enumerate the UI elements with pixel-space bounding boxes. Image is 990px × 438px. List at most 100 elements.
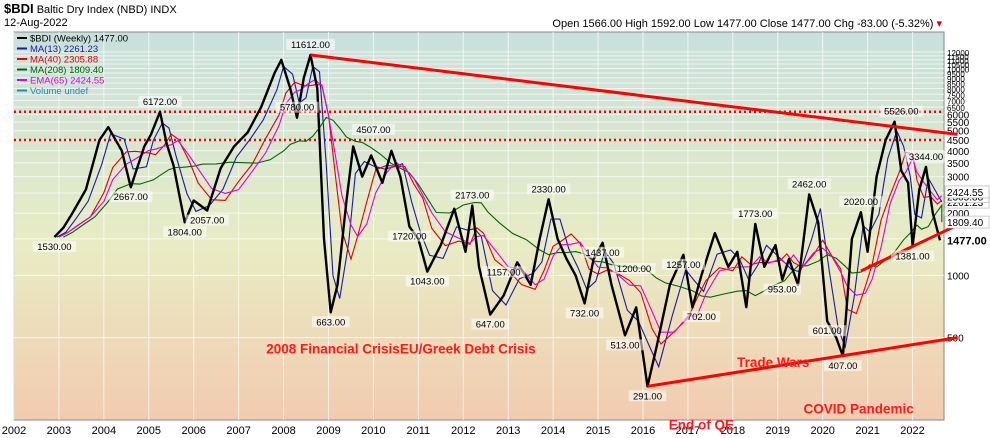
data-label: 513.00 [610, 340, 639, 351]
data-label-bg [387, 230, 431, 242]
data-label: 4507.00 [356, 125, 390, 136]
data-label: 2330.00 [531, 184, 565, 195]
data-label: 1804.00 [168, 227, 202, 238]
x-tick-label: 2006 [181, 425, 205, 437]
x-tick-label: 2021 [855, 425, 879, 437]
data-label: 2057.00 [190, 216, 224, 227]
data-label-bg [733, 207, 777, 219]
y-tick-label: 3000 [947, 173, 970, 184]
legend-entry: MA(40) 2305.88 [30, 55, 98, 66]
data-label-bg [32, 241, 77, 253]
data-label-bg [763, 283, 802, 295]
data-label-bg [904, 150, 948, 162]
x-tick-label: 2013 [496, 425, 520, 437]
x-tick-label: 2020 [810, 425, 834, 437]
y-tick-label: 10000 [947, 65, 970, 74]
y-tick-label: 6000 [947, 110, 970, 121]
data-label: 1437.00 [585, 248, 619, 259]
data-label-bg [450, 189, 494, 201]
x-tick-label: 2016 [631, 425, 655, 437]
x-tick-label: 2010 [361, 425, 385, 437]
data-label: 2667.00 [114, 192, 148, 203]
y-tick-label: 11000 [947, 57, 969, 66]
event-annotation: COVID Pandemic [803, 402, 914, 417]
last-value-box [944, 185, 990, 199]
data-label: 702.00 [687, 312, 716, 323]
y-tick-label: 3500 [947, 159, 970, 170]
data-label: 953.00 [768, 285, 797, 296]
data-label: 407.00 [828, 361, 857, 372]
data-label: 732.00 [570, 308, 599, 319]
ma-line-ma40 [58, 81, 943, 345]
y-tick-label: 9500 [947, 70, 965, 79]
data-label-bg [839, 196, 883, 208]
data-label: 6172.00 [143, 97, 177, 108]
y-tick-label: 7500 [947, 91, 965, 100]
data-label-bg [482, 266, 526, 278]
event-annotation: End of QE [669, 417, 734, 432]
event-annotation: Trade Wars [737, 355, 809, 370]
data-label-bg [824, 360, 862, 372]
data-label-bg [138, 95, 182, 107]
y-tick-label: 12000 [947, 49, 970, 58]
last-value-box [944, 215, 990, 229]
data-label-bg [471, 318, 510, 330]
ohlc-readout: Open 1566.00 High 1592.00 Low 1477.00 Cl… [552, 18, 942, 30]
data-label-bg [787, 178, 831, 190]
x-tick-label: 2014 [541, 425, 565, 437]
data-label-bg [682, 311, 721, 323]
chart-title: $BDI Baltic Dry Index (NBD) INDX [4, 1, 177, 16]
y-tick-label: 8000 [947, 85, 965, 94]
y-tick-label: 9000 [947, 75, 965, 84]
data-label: 11612.00 [291, 40, 330, 51]
data-label: 5526.00 [884, 107, 918, 118]
y-tick-label: 5500 [947, 118, 970, 129]
x-tick-label: 2022 [900, 425, 924, 437]
data-label-bg [580, 246, 625, 258]
last-value-label: 1477.00 [947, 235, 987, 247]
data-label-bg [890, 250, 935, 262]
data-label-bg [612, 262, 656, 274]
last-value-label: 1809.40 [947, 218, 984, 229]
x-tick-label: 2019 [766, 425, 790, 437]
y-tick-label: 7000 [947, 97, 965, 106]
legend-entry: EMA(65) 2424.55 [30, 76, 104, 87]
data-label-bg [606, 339, 644, 351]
data-label: 663.00 [316, 317, 345, 328]
data-label: 2173.00 [455, 191, 489, 202]
y-tick-label: 4500 [947, 136, 970, 147]
trendline [860, 223, 959, 273]
data-label-bg [527, 183, 571, 195]
data-label: 1200.00 [617, 264, 651, 275]
y-tick-label: 2000 [947, 209, 970, 220]
event-annotation: 2008 Financial Crisis [266, 341, 400, 356]
data-label: 601.00 [813, 326, 842, 337]
data-label: 1043.00 [410, 277, 444, 288]
data-label: 1157.00 [487, 267, 521, 278]
data-label: 1381.00 [895, 251, 929, 262]
x-tick-label: 2018 [721, 425, 745, 437]
legend-entry: Volume undef [30, 86, 88, 97]
data-label-bg [879, 105, 923, 117]
data-label: 647.00 [476, 319, 505, 330]
x-tick-label: 2007 [226, 425, 250, 437]
data-label: 1720.00 [392, 232, 426, 243]
last-value-box [945, 234, 989, 247]
trendline [647, 336, 958, 388]
x-tick-label: 2004 [92, 425, 116, 437]
ma-line-ma13 [56, 65, 943, 369]
y-tick-label: 10500 [947, 61, 970, 70]
data-label-bg [565, 307, 604, 319]
data-label-bg [628, 390, 667, 402]
bdi-price-line [53, 53, 942, 388]
data-label-bg [351, 124, 396, 136]
x-tick-label: 2012 [451, 425, 475, 437]
data-label-bg [311, 316, 350, 328]
legend-entry: $BDI (Weekly) 1477.00 [30, 34, 128, 45]
data-label-bg [275, 101, 319, 113]
last-value-label: 2424.55 [947, 188, 984, 199]
x-tick-label: 2011 [407, 425, 431, 437]
x-tick-label: 2003 [47, 425, 71, 437]
